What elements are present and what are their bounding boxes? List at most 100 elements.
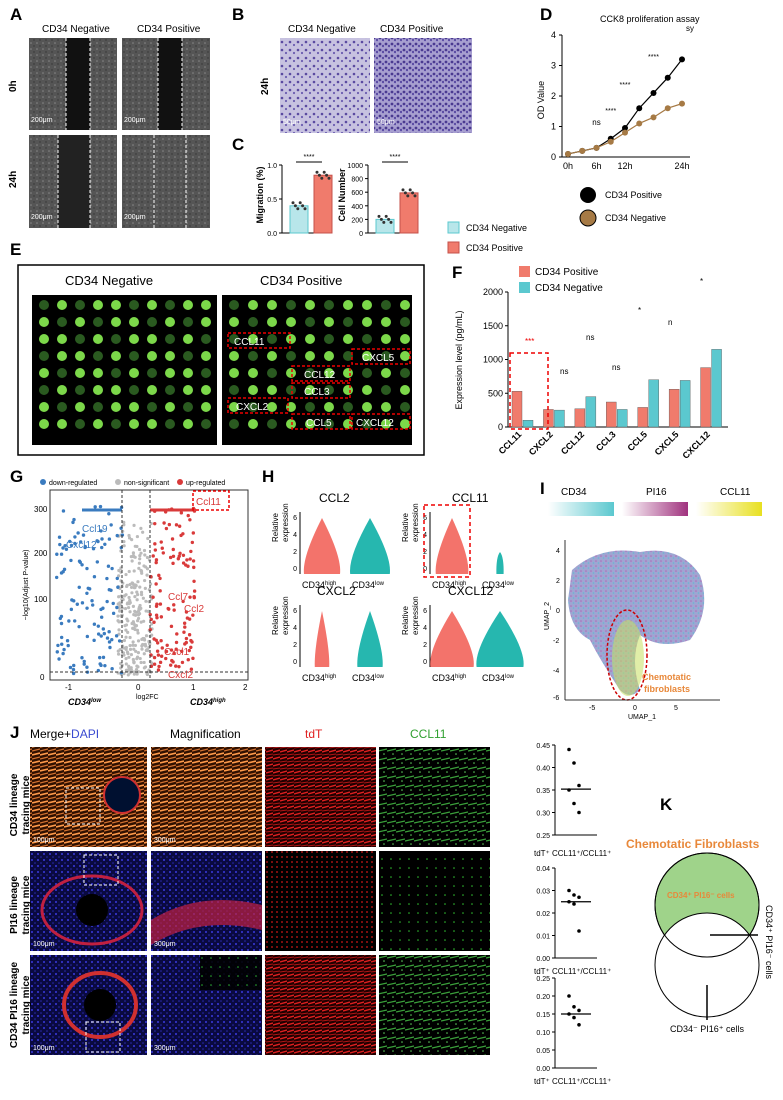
volcano-down [68, 539, 72, 544]
f-cat-label: CXCL12 [681, 429, 712, 460]
violin-ylabel-2: expression [281, 596, 290, 635]
volcano-down [81, 533, 86, 537]
violin-tick: 2 [293, 549, 297, 556]
panel-g-letter: G [10, 467, 23, 486]
violin-ylabel-1: Relative [401, 606, 410, 635]
tick-label: 0 [551, 152, 556, 162]
volcano-up [154, 613, 159, 617]
volcano-down [116, 585, 120, 589]
volcano-non [131, 604, 135, 608]
volcano-non [139, 551, 143, 555]
panel-j-col-tdt: tdT [305, 727, 323, 741]
volcano-non [129, 653, 134, 657]
volcano-down [58, 616, 63, 621]
volcano-non [128, 582, 132, 587]
volcano-up [190, 640, 194, 644]
violin [435, 518, 469, 574]
gene-ccl7: Ccl7 [168, 592, 188, 603]
array-dot [75, 385, 85, 395]
volcano-up [186, 564, 190, 568]
svg-text:4: 4 [556, 548, 560, 555]
volcano-down [100, 545, 104, 550]
volcano-up [158, 589, 162, 593]
tick-label: 1500 [483, 321, 503, 331]
volcano-down [62, 567, 67, 572]
panel-a-row-24h: 24h [8, 171, 19, 188]
volcano-up [186, 513, 190, 518]
panel-f-ns-1: ns [560, 367, 568, 376]
panel-a-col-neg: CD34 Negative [42, 24, 110, 35]
volcano-down [85, 606, 89, 610]
volcano-down [71, 671, 76, 676]
volcano-non [135, 534, 140, 539]
legend-c-pos-swatch [447, 241, 460, 254]
array-dot [305, 300, 315, 310]
j-r1-mag [151, 747, 262, 847]
array-dot [248, 385, 258, 395]
series-point [622, 129, 628, 136]
j-r1-ccl11 [379, 747, 490, 847]
volcano-down [107, 537, 112, 541]
j-point [572, 761, 576, 765]
volcano-down [73, 619, 77, 623]
violin-xlabel-high: CD34high [432, 673, 466, 683]
panel-a-row-0h: 0h [8, 80, 19, 92]
volcano-down [69, 558, 73, 563]
volcano-up [192, 565, 196, 570]
volcano-down [114, 634, 119, 638]
volcano-up [166, 606, 170, 611]
volcano-non [131, 657, 135, 662]
volcano-down [75, 602, 79, 606]
volcano-non [135, 590, 139, 594]
array-dot [165, 385, 175, 395]
svg-text:2: 2 [556, 578, 560, 585]
volcano-up [169, 648, 174, 652]
j-plot-label-2: tdT⁺ CCL11⁺/CCL11⁺ [534, 967, 611, 976]
volcano-non [124, 657, 128, 661]
array-dot [201, 402, 211, 412]
array-dot [362, 300, 372, 310]
volcano-non [139, 568, 143, 573]
array-dot [129, 368, 139, 378]
j-r3-ccl11 [379, 955, 490, 1055]
volcano-non [126, 630, 130, 635]
volcano-up [159, 639, 163, 643]
point [389, 220, 393, 224]
panel-b-scale-1: 50μm [283, 119, 301, 126]
transwell-neg [280, 38, 370, 133]
volcano-up [167, 522, 172, 527]
volcano-non [128, 598, 132, 603]
tick-label: 1.0 [267, 163, 277, 170]
violin-ylabel-1: Relative [271, 513, 280, 542]
volcano-non [131, 643, 135, 647]
violin-title-cxcl2: CXCL2 [317, 584, 356, 598]
volcano-non [122, 594, 127, 598]
array-dot [129, 419, 139, 429]
scratch-pos-24h [122, 135, 210, 228]
array-dot [286, 385, 296, 395]
array-dot [267, 402, 277, 412]
legend-c-neg-swatch [447, 221, 460, 234]
j-point [572, 893, 576, 897]
panel-a-scale-1: 200μm [31, 117, 53, 124]
volcano-up [148, 612, 152, 617]
panel-f-sig-ccl11: *** [525, 337, 534, 346]
volcano-down [98, 655, 102, 660]
volcano-non [116, 614, 120, 618]
violin [314, 611, 330, 667]
volcano-up [152, 662, 157, 666]
series-point [664, 105, 671, 112]
svg-text:1: 1 [191, 683, 196, 692]
volcano-non [139, 593, 144, 597]
violin-tick: 6 [293, 608, 297, 615]
tick-label: 0 [498, 422, 503, 432]
volcano-non [122, 539, 126, 544]
volcano-down [107, 630, 111, 634]
j-tick-label: 0.40 [536, 766, 550, 773]
violin-tick: 0 [423, 566, 427, 573]
volcano-non [143, 642, 147, 646]
f-cat-label: CCL11 [497, 429, 524, 456]
volcano-up [191, 531, 196, 535]
array-dot [75, 351, 85, 361]
volcano-down [99, 607, 103, 612]
